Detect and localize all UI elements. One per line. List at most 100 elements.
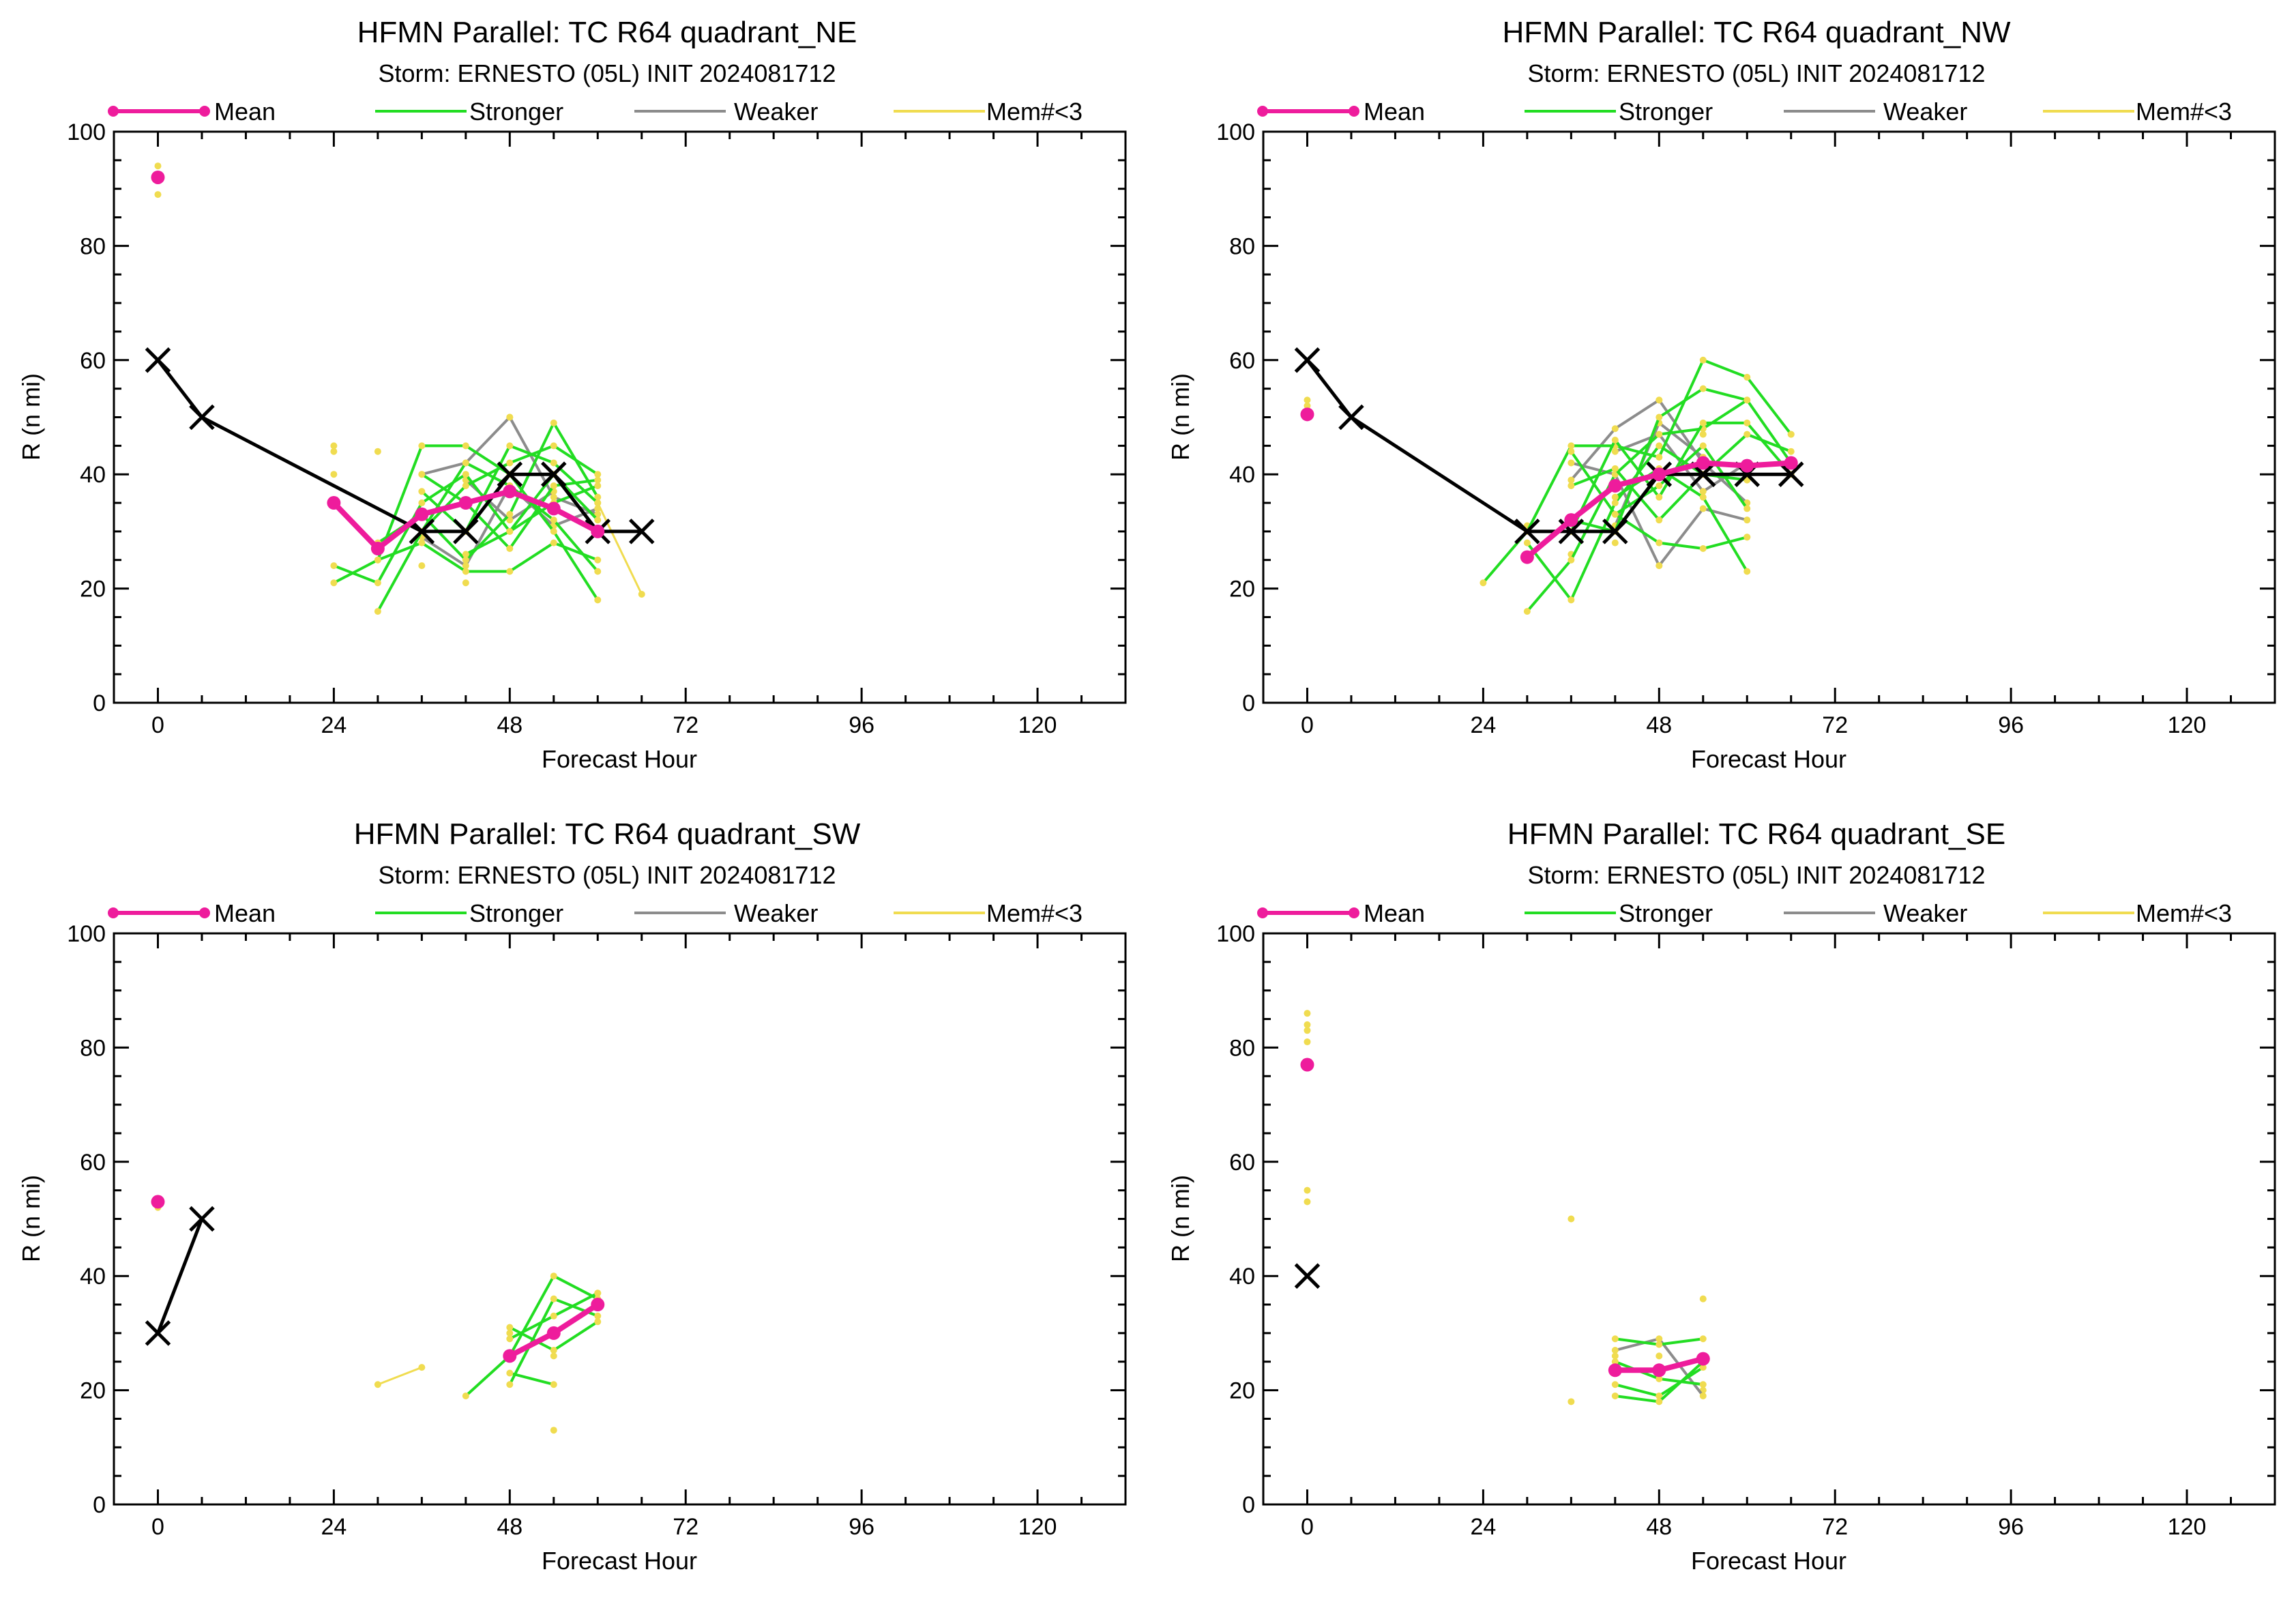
x-tick-label: 72 <box>673 1514 698 1540</box>
stronger-point <box>1743 505 1751 512</box>
few-members-point <box>154 191 162 199</box>
few-members-point <box>506 1329 514 1337</box>
stronger-point <box>1699 356 1707 364</box>
x-tick-label: 72 <box>1822 1514 1848 1540</box>
stronger-point <box>1699 442 1707 450</box>
stronger-point <box>594 499 602 507</box>
legend-mean-label: Mean <box>214 899 276 927</box>
stronger-point <box>1655 493 1663 501</box>
y-axis-label: R (n mi) <box>1166 1175 1194 1262</box>
y-tick-label: 0 <box>1242 690 1255 716</box>
mean-point <box>546 1326 561 1340</box>
stronger-point <box>1568 596 1575 604</box>
stronger-track <box>508 1371 555 1386</box>
y-tick-label: 60 <box>80 1150 106 1176</box>
x-tick-label: 48 <box>497 1514 523 1540</box>
few-members-point <box>1304 1038 1311 1046</box>
y-tick-label: 80 <box>1229 1035 1255 1061</box>
x-tick-label: 120 <box>1018 712 1057 738</box>
stronger-point <box>1611 1335 1619 1343</box>
best-track-marker <box>1294 347 1321 373</box>
stronger-point <box>1699 385 1707 392</box>
best-track-marker <box>1514 519 1540 544</box>
y-tick-label: 80 <box>80 233 106 259</box>
chart-panel-sw: HFMN Parallel: TC R64 quadrant_SW Storm:… <box>17 817 1127 1575</box>
best-track-marker <box>541 461 567 487</box>
stronger-point <box>1655 413 1663 421</box>
mean-point <box>370 542 385 556</box>
mean-point <box>1696 456 1710 470</box>
stronger-point <box>594 471 602 478</box>
best-track-marker <box>189 1206 215 1232</box>
x-tick-label: 72 <box>673 712 698 738</box>
x-tick-label: 0 <box>151 712 164 738</box>
mean-point <box>1652 467 1666 482</box>
legend-few-members-label: Mem#<3 <box>986 899 1083 927</box>
y-tick-label: 100 <box>1216 921 1255 947</box>
stronger-point <box>550 1347 557 1354</box>
stronger-point <box>374 579 381 587</box>
legend-weaker-label: Weaker <box>734 98 818 126</box>
stronger-point <box>374 608 381 615</box>
y-tick-label: 100 <box>1216 119 1255 145</box>
y-tick-label: 40 <box>80 462 106 488</box>
stronger-point <box>1699 1335 1707 1343</box>
few-members-point <box>330 448 338 455</box>
x-tick-label: 72 <box>1822 712 1848 738</box>
y-axis-label: R (n mi) <box>17 1175 45 1262</box>
few-members-point <box>1304 402 1311 409</box>
few-members-point <box>462 579 469 587</box>
weaker-point <box>1568 459 1575 467</box>
x-tick-label: 120 <box>2168 712 2207 738</box>
stronger-point <box>550 419 557 426</box>
stronger-point <box>506 442 514 450</box>
stronger-point <box>594 493 602 501</box>
legend-few-members-label: Mem#<3 <box>2136 98 2232 126</box>
few-members-point <box>1699 431 1707 438</box>
stronger-point <box>1699 1364 1707 1371</box>
few-members-point <box>154 162 162 170</box>
stronger-point <box>506 1324 514 1331</box>
mean-point <box>1520 550 1534 564</box>
few-members-point <box>1304 1027 1311 1034</box>
stronger-point <box>1523 608 1531 615</box>
x-tick-label: 24 <box>1470 712 1496 738</box>
stronger-point <box>1655 482 1663 489</box>
legend-mean-marker <box>1257 907 1268 918</box>
stronger-point <box>1787 431 1795 438</box>
stronger-point <box>462 568 469 575</box>
legend-mean-label: Mean <box>1364 98 1425 126</box>
legend-mean-marker <box>1349 106 1359 117</box>
few-members-track <box>377 1366 423 1386</box>
chart-subtitle: Storm: ERNESTO (05L) INIT 2024081712 <box>379 59 836 87</box>
few-members-point <box>418 562 426 570</box>
stronger-point <box>462 482 469 489</box>
few-members-point <box>550 1352 557 1360</box>
x-tick-label: 24 <box>1470 1514 1496 1540</box>
stronger-point <box>1523 539 1531 547</box>
stronger-point <box>1611 499 1619 507</box>
few-members-point <box>1611 1352 1619 1360</box>
legend-few-members-label: Mem#<3 <box>986 98 1083 126</box>
stronger-point <box>418 471 426 478</box>
stronger-point <box>506 1381 514 1388</box>
series <box>1294 1010 1710 1406</box>
stronger-point <box>418 442 426 450</box>
x-tick-label: 0 <box>151 1514 164 1540</box>
stronger-point <box>506 510 514 518</box>
few-members-track <box>596 501 643 596</box>
stronger-point <box>1611 493 1619 501</box>
stronger-point <box>550 459 557 467</box>
y-tick-label: 0 <box>93 690 106 716</box>
stronger-point <box>462 442 469 450</box>
mean-point <box>327 496 341 510</box>
few-members-point <box>418 1364 426 1371</box>
few-members-point <box>1304 1198 1311 1206</box>
x-tick-label: 0 <box>1301 712 1314 738</box>
best-track-marker <box>1778 461 1804 487</box>
stronger-point <box>550 1295 557 1302</box>
best-track-line <box>156 1217 204 1335</box>
few-members-point <box>374 1381 381 1388</box>
